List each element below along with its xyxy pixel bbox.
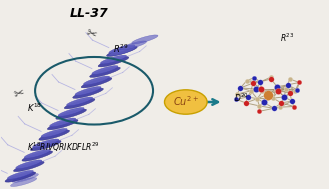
Ellipse shape [50, 118, 76, 127]
Ellipse shape [92, 66, 118, 74]
Text: $\mathit{K}^{18}$: $\mathit{K}^{18}$ [28, 101, 43, 114]
Ellipse shape [56, 109, 87, 119]
Text: $\mathit{R}^{23}$: $\mathit{R}^{23}$ [280, 32, 294, 44]
Ellipse shape [24, 149, 50, 158]
Ellipse shape [107, 46, 137, 57]
Ellipse shape [90, 67, 120, 77]
Ellipse shape [98, 57, 129, 67]
Ellipse shape [5, 172, 36, 182]
Ellipse shape [33, 139, 59, 148]
Ellipse shape [22, 151, 53, 161]
Ellipse shape [132, 35, 158, 44]
Ellipse shape [11, 178, 37, 187]
Ellipse shape [66, 97, 93, 106]
Ellipse shape [100, 55, 126, 64]
Ellipse shape [109, 47, 135, 56]
Ellipse shape [109, 45, 135, 53]
Text: $Cu^{2+}$: $Cu^{2+}$ [173, 94, 199, 108]
Ellipse shape [39, 130, 69, 140]
Ellipse shape [120, 41, 146, 50]
Ellipse shape [84, 76, 110, 85]
Ellipse shape [41, 129, 67, 137]
Ellipse shape [58, 108, 84, 116]
Ellipse shape [13, 161, 44, 172]
Ellipse shape [75, 87, 101, 95]
Ellipse shape [64, 99, 95, 109]
Text: LL-37: LL-37 [70, 7, 109, 20]
Ellipse shape [7, 170, 33, 179]
Ellipse shape [30, 141, 61, 151]
Text: ✂: ✂ [12, 87, 25, 102]
Ellipse shape [47, 120, 78, 130]
Text: ✂: ✂ [84, 27, 98, 42]
Text: $K^{18}RIVQRIKDFLR^{29}$: $K^{18}RIVQRIKDFLR^{29}$ [27, 140, 99, 154]
Ellipse shape [16, 160, 42, 169]
Ellipse shape [12, 174, 38, 182]
Ellipse shape [73, 88, 103, 98]
Text: $\mathit{D}^{20}$: $\mathit{D}^{20}$ [234, 92, 249, 105]
Circle shape [164, 90, 207, 114]
Ellipse shape [81, 78, 112, 88]
Text: $\mathit{R}^{29}$: $\mathit{R}^{29}$ [113, 42, 128, 55]
